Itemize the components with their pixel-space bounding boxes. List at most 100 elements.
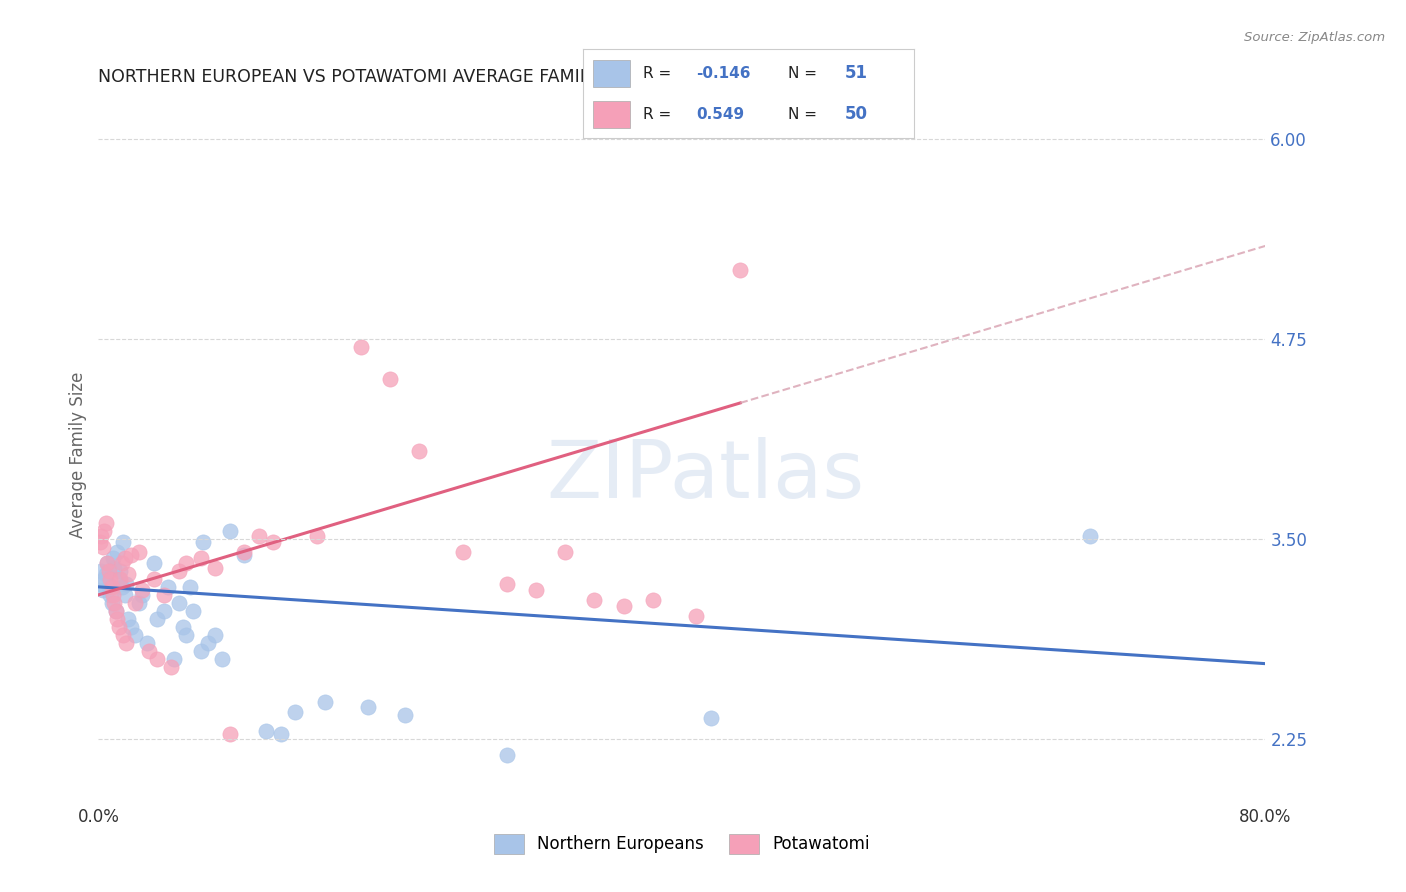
- Point: [496, 576, 519, 591]
- Point: [128, 596, 150, 610]
- Point: [91, 540, 114, 554]
- Point: [284, 705, 307, 719]
- Point: [105, 612, 128, 626]
- Text: -0.146: -0.146: [696, 66, 751, 80]
- Point: [104, 604, 127, 618]
- Point: [111, 580, 134, 594]
- Point: [117, 612, 139, 626]
- Point: [91, 583, 114, 598]
- Text: 0.549: 0.549: [696, 107, 744, 121]
- Point: [138, 644, 160, 658]
- Point: [124, 596, 146, 610]
- Point: [641, 592, 664, 607]
- Point: [142, 572, 165, 586]
- Point: [204, 560, 226, 574]
- Point: [120, 620, 142, 634]
- FancyBboxPatch shape: [593, 101, 630, 128]
- Point: [254, 723, 277, 738]
- Point: [167, 596, 190, 610]
- Point: [112, 628, 135, 642]
- Point: [307, 529, 329, 543]
- Point: [394, 707, 416, 722]
- Text: Source: ZipAtlas.com: Source: ZipAtlas.com: [1244, 31, 1385, 45]
- Point: [172, 620, 194, 634]
- Point: [96, 556, 118, 570]
- Point: [730, 263, 752, 277]
- Point: [153, 604, 176, 618]
- Point: [233, 548, 256, 562]
- Point: [108, 572, 131, 586]
- Text: R =: R =: [643, 66, 676, 80]
- Point: [111, 556, 134, 570]
- Point: [197, 636, 219, 650]
- Point: [554, 544, 576, 558]
- Point: [94, 516, 117, 530]
- Point: [94, 567, 117, 582]
- Text: R =: R =: [643, 107, 676, 121]
- Point: [160, 660, 183, 674]
- Point: [120, 548, 142, 562]
- Point: [233, 544, 256, 558]
- Point: [89, 535, 111, 549]
- Point: [110, 572, 132, 586]
- Point: [193, 535, 215, 549]
- Point: [1080, 529, 1102, 543]
- Point: [612, 599, 634, 613]
- Point: [270, 727, 292, 741]
- Point: [114, 551, 136, 566]
- Point: [218, 524, 240, 538]
- Point: [218, 727, 240, 741]
- Point: [524, 583, 547, 598]
- Y-axis label: Average Family Size: Average Family Size: [69, 372, 87, 538]
- Point: [190, 644, 212, 658]
- Point: [115, 576, 138, 591]
- Text: ZIPatlas: ZIPatlas: [546, 437, 865, 515]
- Point: [117, 567, 139, 582]
- Point: [153, 588, 176, 602]
- Point: [204, 628, 226, 642]
- Point: [97, 564, 120, 578]
- Point: [163, 652, 186, 666]
- Point: [262, 535, 284, 549]
- Legend: Northern Europeans, Potawatomi: Northern Europeans, Potawatomi: [488, 827, 876, 861]
- Point: [100, 596, 122, 610]
- FancyBboxPatch shape: [593, 60, 630, 87]
- Point: [167, 564, 190, 578]
- Point: [451, 544, 474, 558]
- Point: [103, 596, 125, 610]
- Point: [105, 544, 128, 558]
- Point: [90, 529, 112, 543]
- Text: 51: 51: [845, 64, 868, 82]
- Point: [103, 560, 125, 574]
- Point: [93, 524, 115, 538]
- Point: [104, 604, 127, 618]
- Point: [101, 551, 124, 566]
- Point: [112, 535, 135, 549]
- Point: [179, 580, 201, 594]
- Point: [211, 652, 233, 666]
- Point: [157, 580, 180, 594]
- Point: [135, 636, 157, 650]
- Point: [97, 580, 120, 594]
- Point: [124, 628, 146, 642]
- Point: [700, 711, 723, 725]
- Text: N =: N =: [789, 66, 823, 80]
- Point: [101, 588, 124, 602]
- Point: [583, 592, 606, 607]
- Point: [190, 551, 212, 566]
- Point: [89, 576, 111, 591]
- Point: [98, 572, 121, 586]
- Point: [380, 372, 402, 386]
- Point: [131, 583, 153, 598]
- Point: [685, 608, 707, 623]
- Text: 50: 50: [845, 105, 868, 123]
- Point: [142, 556, 165, 570]
- Point: [174, 556, 197, 570]
- Point: [146, 652, 169, 666]
- Point: [357, 699, 380, 714]
- Point: [110, 564, 132, 578]
- Point: [350, 340, 373, 354]
- Point: [174, 628, 197, 642]
- Point: [108, 620, 131, 634]
- Point: [96, 556, 118, 570]
